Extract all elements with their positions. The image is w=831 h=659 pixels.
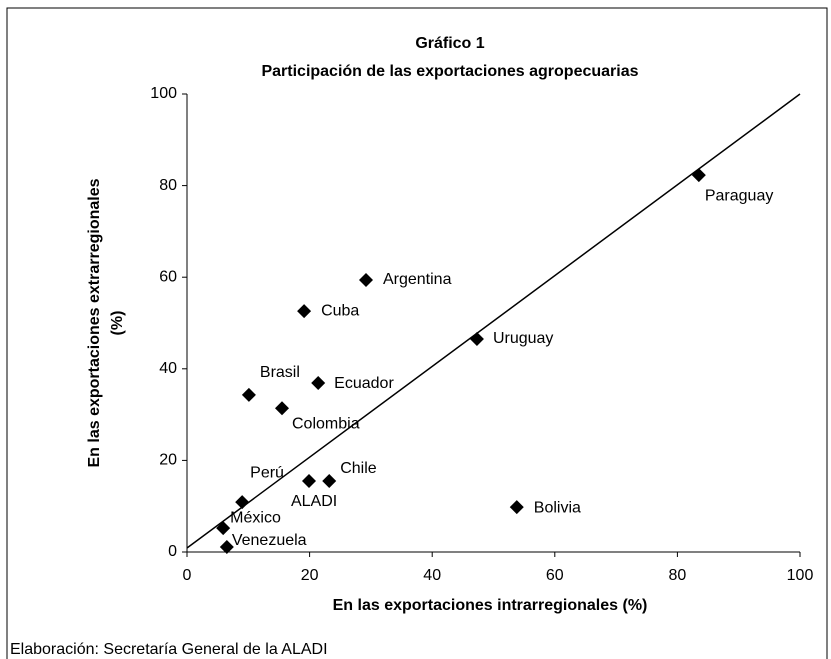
y-axis-label: En las exportaciones extrarregionales bbox=[86, 178, 103, 467]
y-tick-label: 0 bbox=[168, 543, 177, 560]
point bbox=[509, 500, 524, 515]
point-label: Chile bbox=[340, 460, 377, 477]
point-label: Uruguay bbox=[493, 330, 553, 347]
x-tick-label: 40 bbox=[423, 567, 441, 584]
point bbox=[275, 401, 290, 416]
x-axis-label: En las exportaciones intrarregionales (%… bbox=[333, 597, 648, 614]
x-tick-label: 80 bbox=[669, 567, 687, 584]
point bbox=[301, 474, 316, 489]
y-tick-label: 40 bbox=[159, 360, 177, 377]
point-label: Brasil bbox=[260, 364, 300, 381]
point-label: Bolivia bbox=[534, 499, 581, 516]
frame bbox=[6, 7, 828, 659]
point bbox=[691, 168, 706, 183]
point-label: Cuba bbox=[321, 302, 359, 319]
point bbox=[311, 375, 326, 390]
point bbox=[322, 474, 337, 489]
y-tick-label: 60 bbox=[159, 268, 177, 285]
point-label: Colombia bbox=[292, 415, 360, 432]
x-tick-label: 60 bbox=[546, 567, 564, 584]
y-axis-label: (%) bbox=[109, 311, 126, 336]
point bbox=[216, 521, 231, 536]
point-label: México bbox=[230, 509, 281, 526]
point bbox=[469, 332, 484, 347]
y-tick-label: 100 bbox=[150, 85, 177, 102]
chart-title: Gráfico 1 bbox=[415, 35, 484, 52]
point-label: Ecuador bbox=[334, 375, 394, 392]
point bbox=[235, 495, 250, 510]
point-label: Venezuela bbox=[232, 532, 307, 549]
footer: Elaboración: Secretaría General de la AL… bbox=[10, 641, 328, 658]
point-label: Perú bbox=[250, 464, 284, 481]
point bbox=[358, 272, 373, 287]
y-tick-label: 80 bbox=[159, 177, 177, 194]
point bbox=[219, 539, 234, 554]
point-label: Argentina bbox=[383, 271, 452, 288]
y-tick-label: 20 bbox=[159, 452, 177, 469]
x-tick-label: 0 bbox=[183, 567, 192, 584]
x-tick-label: 100 bbox=[787, 567, 814, 584]
point bbox=[241, 387, 256, 402]
x-tick-label: 20 bbox=[301, 567, 319, 584]
point bbox=[297, 304, 312, 319]
point-label: Paraguay bbox=[705, 187, 774, 204]
point-label: ALADI bbox=[291, 493, 337, 510]
chart-subtitle: Participación de las exportaciones agrop… bbox=[261, 63, 638, 80]
